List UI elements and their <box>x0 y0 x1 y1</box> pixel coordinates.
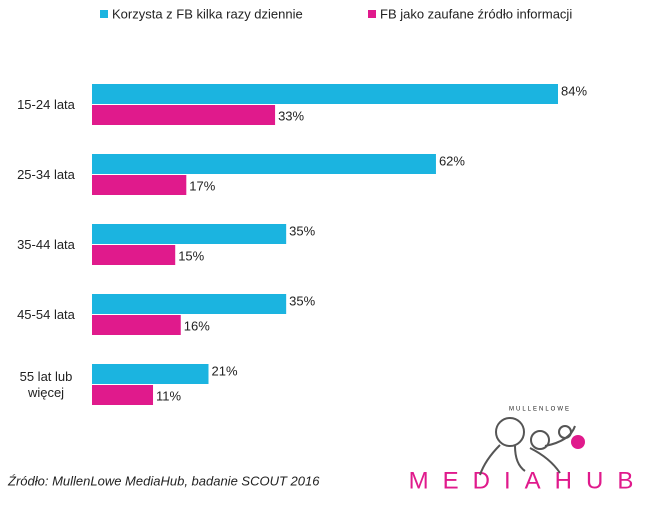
logo-top: MULLENLOWE <box>509 407 571 413</box>
bar <box>92 84 558 104</box>
bar <box>92 154 436 174</box>
value-label: 15% <box>178 248 204 263</box>
value-label: 16% <box>184 318 210 333</box>
source: Źródło: MullenLowe MediaHub, badanie SCO… <box>7 473 320 488</box>
bar <box>92 224 287 244</box>
legend-label: Korzysta z FB kilka razy dziennie <box>112 6 303 21</box>
bar <box>92 105 276 125</box>
category-label: 45-54 lata <box>17 307 75 322</box>
category-label: 35-44 lata <box>17 237 75 252</box>
value-label: 35% <box>289 293 315 308</box>
legend-swatch <box>368 10 376 18</box>
value-label: 17% <box>189 178 215 193</box>
logo-octopus <box>479 417 585 476</box>
bar <box>92 294 287 314</box>
value-label: 33% <box>278 108 304 123</box>
legend-swatch <box>100 10 108 18</box>
logo: MEDIAHUB <box>409 467 648 494</box>
value-label: 84% <box>561 83 587 98</box>
bar <box>92 315 181 335</box>
value-label: 21% <box>212 363 238 378</box>
category-label: 15-24 lata <box>17 97 75 112</box>
value-label: 11% <box>156 388 181 403</box>
legend-label: FB jako zaufane źródło informacji <box>380 6 572 21</box>
category-label: 25-34 lata <box>17 167 75 182</box>
bar <box>92 175 187 195</box>
category-label: 55 lat lub więcej <box>19 369 73 400</box>
bar <box>92 364 209 384</box>
bar <box>92 385 154 405</box>
value-label: 35% <box>289 223 315 238</box>
bar <box>92 245 176 265</box>
value-label: 62% <box>439 153 465 168</box>
